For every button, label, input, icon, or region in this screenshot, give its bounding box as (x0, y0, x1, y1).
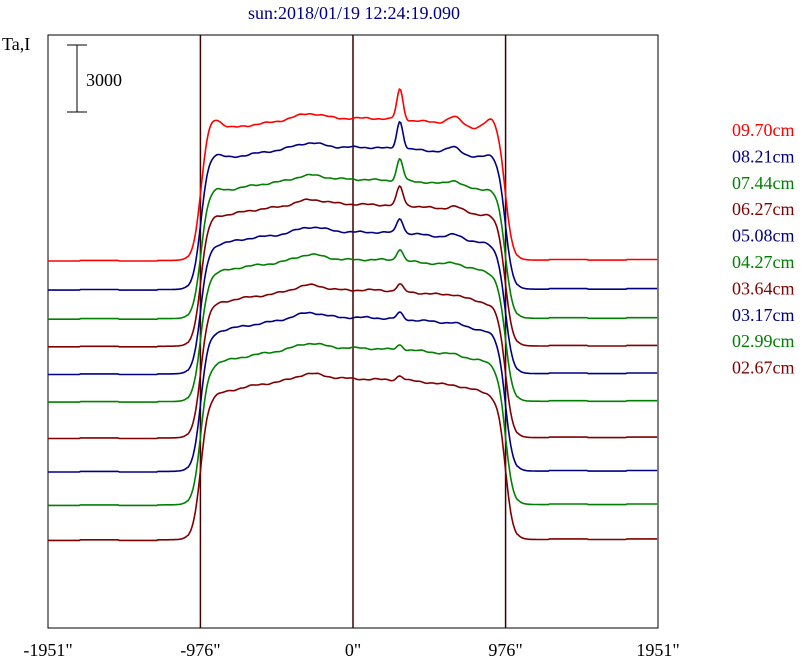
scale-bar: 3000 (67, 44, 122, 113)
legend-entry-06.27cm: 06.27cm (732, 199, 795, 219)
y-axis-label: Ta,I (2, 34, 30, 54)
legend-entry-07.44cm: 07.44cm (732, 173, 795, 193)
legend-entry-09.70cm: 09.70cm (732, 120, 795, 140)
series-line-02.67cm (48, 372, 658, 542)
series-line-05.08cm (48, 218, 658, 376)
series-line-08.21cm (48, 120, 658, 291)
legend-entry-08.21cm: 08.21cm (732, 146, 795, 166)
legend-entry-04.27cm: 04.27cm (732, 252, 795, 272)
reference-lines (199, 35, 507, 628)
x-tick-label-2: 0" (345, 640, 361, 660)
chart-title: sun:2018/01/19 12:24:19.090 (248, 3, 460, 23)
series-lines (48, 88, 658, 542)
legend-entry-02.99cm: 02.99cm (732, 331, 795, 351)
scale-bar-label: 3000 (86, 70, 122, 90)
legend-entry-03.17cm: 03.17cm (732, 305, 795, 325)
legend-entry-02.67cm: 02.67cm (732, 358, 795, 378)
x-tick-labels: -1951" -976" 0" 976" 1951" (23, 640, 679, 660)
series-line-02.99cm (48, 342, 658, 507)
x-tick-label-0: -1951" (23, 640, 72, 660)
series-line-03.17cm (48, 311, 658, 473)
series-line-06.27cm (48, 185, 658, 348)
series-line-03.64cm (48, 283, 658, 440)
x-tick-label-1: -976" (180, 640, 220, 660)
series-line-04.27cm (48, 249, 658, 403)
legend-entry-03.64cm: 03.64cm (732, 278, 795, 298)
series-line-07.44cm (48, 157, 658, 320)
x-tick-label-4: 1951" (636, 640, 679, 660)
legend-entry-05.08cm: 05.08cm (732, 226, 795, 246)
x-tick-label-3: 976" (488, 640, 522, 660)
series-line-09.70cm (48, 88, 658, 262)
legend: 09.70cm 08.21cm 07.44cm 06.27cm 05.08cm 04.27… (732, 120, 795, 378)
